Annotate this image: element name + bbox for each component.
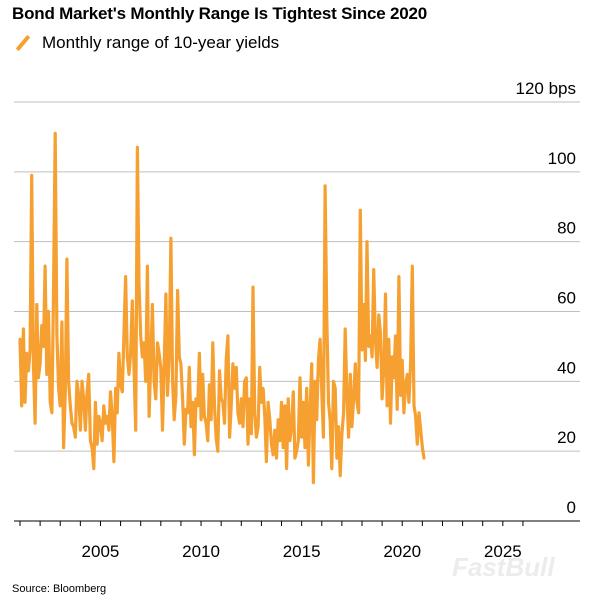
y-axis-tick-labels: 0 20 40 60 80 100 120 bps (516, 79, 577, 517)
y-tick-label-0: 0 (567, 498, 576, 517)
source-note: Source: Bloomberg (12, 583, 107, 595)
legend: Monthly range of 10-year yields (12, 32, 279, 54)
chart-title: Bond Market's Monthly Range Is Tightest … (12, 4, 428, 23)
x-tick-label-2015: 2015 (283, 542, 321, 561)
x-tick-label-2020: 2020 (383, 542, 421, 561)
y-tick-label-120: 120 bps (516, 79, 577, 98)
x-tick-label-2005: 2005 (82, 542, 120, 561)
watermark: FastBull (452, 552, 555, 582)
series-line-0 (18, 131, 426, 485)
x-axis: 2005 2010 2015 2020 2025 (14, 520, 580, 561)
y-tick-label-100: 100 (548, 149, 576, 168)
x-tick-label-2025: 2025 (484, 542, 522, 561)
series-layer (18, 131, 426, 485)
y-tick-label-80: 80 (557, 219, 576, 238)
x-tick-label-2010: 2010 (182, 542, 220, 561)
y-tick-label-60: 60 (557, 289, 576, 308)
y-tick-label-20: 20 (557, 428, 576, 447)
y-tick-label-40: 40 (557, 358, 576, 377)
grid-lines (14, 101, 580, 452)
legend-label: Monthly range of 10-year yields (42, 33, 280, 52)
